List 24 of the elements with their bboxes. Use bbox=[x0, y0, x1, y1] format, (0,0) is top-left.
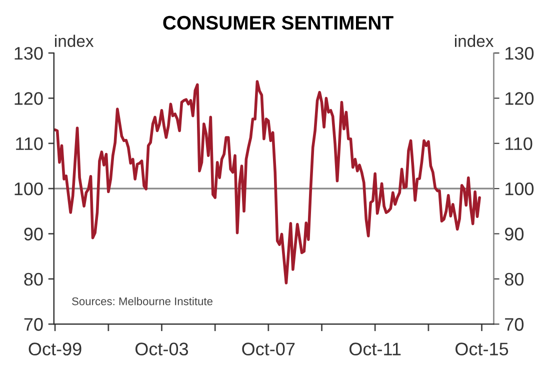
y2-tick-label: 120 bbox=[506, 92, 534, 105]
y-tick-label: 70 bbox=[24, 318, 43, 331]
y-axis-title: index bbox=[55, 34, 94, 48]
y2-tick-label: 100 bbox=[506, 182, 534, 196]
y2-tick-label: 90 bbox=[504, 228, 524, 240]
y2-tick-label: 110 bbox=[506, 137, 532, 150]
x-tick-label: Oct-07 bbox=[242, 342, 295, 356]
line-series bbox=[54, 80, 481, 284]
y-tick-label: 120 bbox=[14, 92, 43, 105]
y-tick-label: 100 bbox=[14, 182, 43, 196]
x-tick-label: Oct-03 bbox=[135, 342, 188, 356]
y2-tick-label: 130 bbox=[506, 46, 534, 60]
y2-tick-label: 80 bbox=[504, 272, 524, 286]
y-tick-label: 90 bbox=[24, 228, 43, 240]
y-tick-label: 130 bbox=[14, 46, 43, 60]
y2-axis-title: index bbox=[455, 34, 494, 48]
y-tick-label: 80 bbox=[24, 272, 43, 286]
y-tick-label: 110 bbox=[16, 137, 43, 150]
chart-title: CONSUMER SENTIMENT bbox=[163, 16, 394, 30]
x-tick-label: Oct-99 bbox=[28, 342, 82, 356]
x-tick-label: Oct-11 bbox=[350, 342, 401, 356]
y2-tick-label: 70 bbox=[505, 318, 524, 331]
x-tick-label: Oct-15 bbox=[456, 342, 508, 356]
annotation: Sources: Melbourne Institute bbox=[72, 297, 212, 306]
